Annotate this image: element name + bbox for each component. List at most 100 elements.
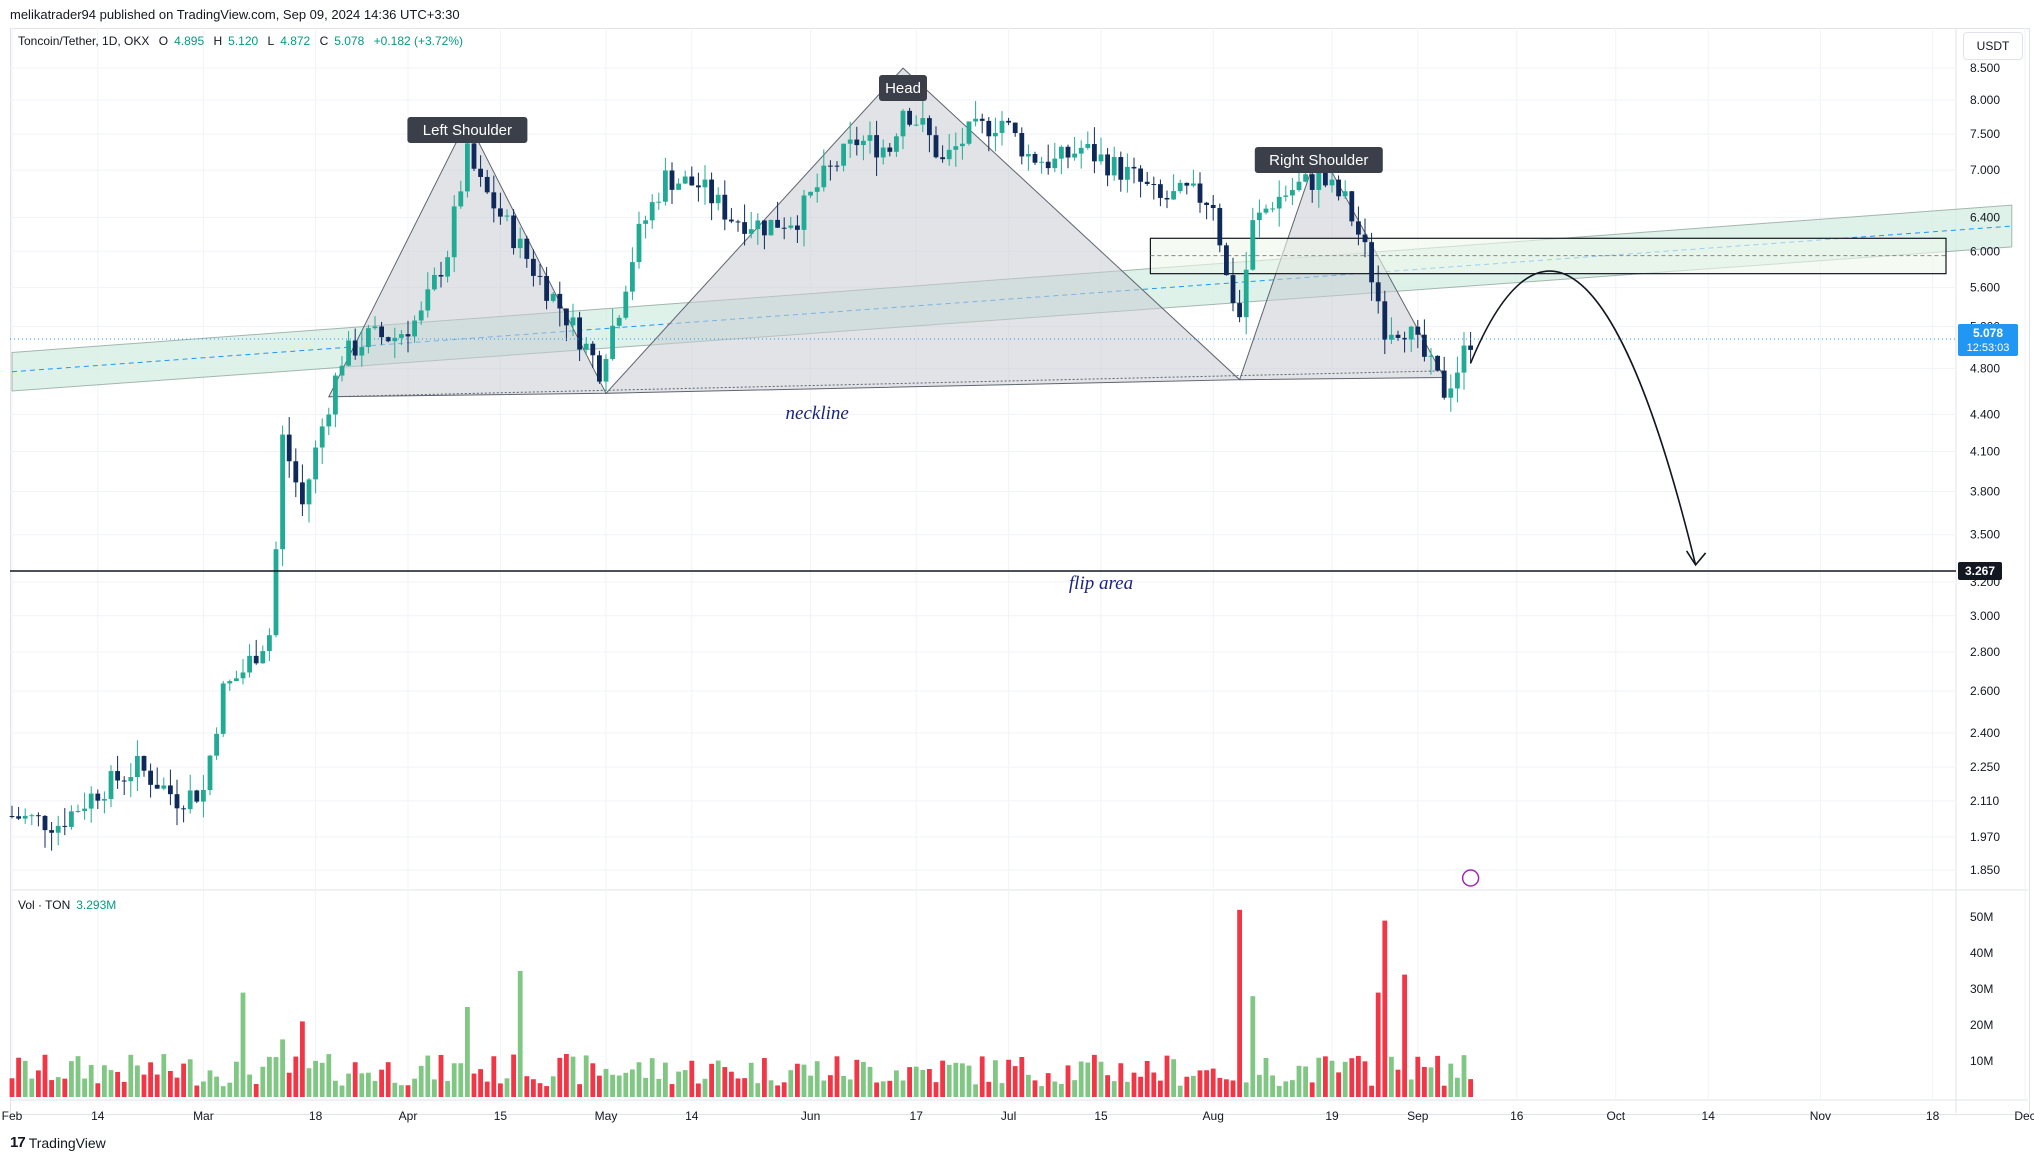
left-shoulder-label-bg bbox=[407, 117, 528, 143]
candle-body bbox=[1428, 355, 1434, 357]
volume-bar bbox=[643, 1077, 648, 1097]
volume-bar bbox=[339, 1085, 345, 1097]
x-tick-label: 15 bbox=[1094, 1109, 1108, 1123]
volume-tick-label: 40M bbox=[1970, 946, 1993, 960]
candle-body bbox=[194, 790, 200, 802]
candle-body bbox=[22, 815, 28, 819]
volume-bar bbox=[880, 1081, 886, 1097]
volume-bar bbox=[29, 1078, 35, 1097]
candle-body bbox=[168, 785, 173, 795]
candle-body bbox=[762, 220, 767, 236]
candle-body bbox=[1336, 179, 1341, 197]
candle-body bbox=[1059, 146, 1064, 159]
candle-body bbox=[1151, 183, 1157, 185]
volume-bar bbox=[405, 1085, 411, 1097]
candle-body bbox=[1125, 166, 1130, 180]
candle-body bbox=[999, 120, 1005, 133]
volume-bar bbox=[1375, 992, 1381, 1097]
x-tick-label: 18 bbox=[309, 1109, 323, 1123]
y-tick-label: 3.000 bbox=[1970, 609, 2000, 623]
candle-body bbox=[42, 815, 48, 831]
candle-body bbox=[841, 143, 846, 166]
volume-bar bbox=[590, 1063, 596, 1097]
volume-bar bbox=[1422, 1066, 1427, 1097]
x-tick-label: Jul bbox=[1001, 1109, 1016, 1123]
y-tick-label: 4.400 bbox=[1970, 407, 2000, 421]
candle-body bbox=[75, 811, 81, 813]
candle-body bbox=[907, 110, 912, 125]
volume-bar bbox=[960, 1063, 965, 1097]
current-price-value: 5.078 bbox=[1973, 326, 2003, 340]
volume-bar bbox=[517, 971, 523, 1097]
volume-bar bbox=[973, 1084, 978, 1097]
candle-body bbox=[781, 227, 787, 229]
candle-body bbox=[702, 179, 708, 188]
candle-body bbox=[603, 358, 609, 382]
volume-bar bbox=[478, 1069, 483, 1097]
volume-bar bbox=[1455, 1077, 1460, 1097]
candle-body bbox=[1276, 196, 1282, 209]
candle-body bbox=[768, 219, 774, 236]
candle-body bbox=[1408, 326, 1414, 340]
x-tick-label: 18 bbox=[1926, 1109, 1940, 1123]
tradingview-logo[interactable]: 17 TradingView bbox=[10, 1134, 106, 1151]
volume-bar bbox=[1428, 1067, 1434, 1097]
volume-bar bbox=[709, 1063, 714, 1097]
candle-body bbox=[108, 771, 114, 799]
candle-body bbox=[709, 179, 714, 204]
candle-body bbox=[1164, 197, 1170, 200]
candle-body bbox=[927, 118, 932, 136]
volume-bar bbox=[95, 1083, 101, 1097]
candle-body bbox=[9, 816, 15, 818]
volume-bar bbox=[993, 1060, 998, 1097]
volume-bar bbox=[22, 1060, 28, 1097]
volume-bar bbox=[359, 1073, 365, 1097]
y-tick-label: 8.500 bbox=[1970, 61, 2000, 75]
left-shoulder-triangle bbox=[327, 118, 607, 398]
volume-bar bbox=[1204, 1070, 1209, 1097]
candle-body bbox=[293, 461, 299, 483]
volume-bar bbox=[148, 1062, 153, 1097]
volume-bar bbox=[781, 1082, 787, 1097]
volume-bar bbox=[1415, 1056, 1421, 1097]
candle-body bbox=[29, 815, 35, 817]
candle-body bbox=[1395, 334, 1401, 338]
volume-bar bbox=[841, 1076, 846, 1097]
volume-bar bbox=[1243, 1082, 1249, 1097]
volume-bar bbox=[1448, 1063, 1454, 1097]
volume-bar bbox=[1461, 1055, 1467, 1097]
candle-body bbox=[438, 274, 444, 277]
x-tick-label: Nov bbox=[1810, 1109, 1831, 1123]
candle-body bbox=[1296, 181, 1302, 190]
x-tick-label: Aug bbox=[1203, 1109, 1224, 1123]
volume-bar bbox=[1237, 909, 1242, 1097]
volume-bar bbox=[636, 1062, 642, 1097]
y-tick-label: 4.100 bbox=[1970, 445, 2000, 459]
candle-body bbox=[722, 194, 728, 220]
volume-tick-label: 50M bbox=[1970, 910, 1993, 924]
volume-bar bbox=[201, 1081, 206, 1097]
candle-body bbox=[656, 201, 662, 203]
candle-body bbox=[1382, 301, 1388, 340]
left-shoulder-label: Left Shoulder bbox=[407, 117, 528, 143]
volume-bar bbox=[458, 1063, 464, 1097]
candle-body bbox=[1468, 345, 1473, 350]
volume-bar bbox=[1032, 1080, 1038, 1097]
volume-bar bbox=[1303, 1066, 1308, 1097]
published-caption: melikatrader94 published on TradingView.… bbox=[10, 7, 460, 22]
candle-body bbox=[1243, 269, 1249, 318]
volume-bar bbox=[174, 1077, 180, 1097]
candle-body bbox=[247, 655, 252, 673]
currency-button[interactable]: USDT bbox=[1963, 32, 2023, 60]
volume-bar bbox=[1191, 1075, 1196, 1097]
candle-body bbox=[366, 328, 371, 348]
volume-bar bbox=[1019, 1057, 1025, 1097]
candle-body bbox=[801, 195, 807, 230]
candle-body bbox=[88, 793, 94, 809]
volume-bar bbox=[491, 1056, 497, 1097]
y-tick-label: 2.800 bbox=[1970, 645, 2000, 659]
candle-body bbox=[207, 755, 213, 790]
volume-bar bbox=[108, 1070, 114, 1097]
candle-body bbox=[201, 789, 206, 802]
